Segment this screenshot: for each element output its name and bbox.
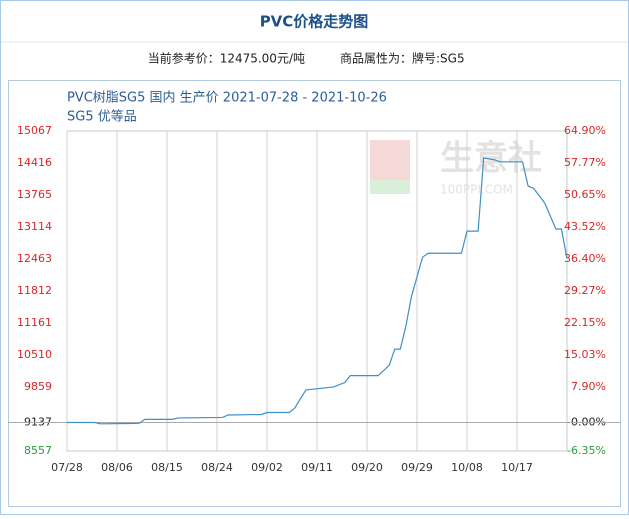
y-tick-label: 11812 — [17, 284, 52, 297]
y2-tick-label: -6.35% — [567, 444, 606, 457]
x-tick-label: 10/08 — [451, 461, 483, 474]
y-tick-label: 13765 — [17, 188, 52, 201]
y2-tick-label: 29.27% — [564, 284, 606, 297]
watermark-logo — [370, 180, 410, 194]
y2-tick-label: 36.40% — [564, 252, 606, 265]
y2-tick-label: 43.52% — [564, 220, 606, 233]
watermark: 生意社 100PPI.COM — [370, 139, 542, 197]
y-tick-label: 15067 — [17, 124, 52, 137]
y-tick-label: 9859 — [24, 380, 52, 393]
y-tick-label: 12463 — [17, 252, 52, 265]
chart-subtitle: SG5 优等品 — [67, 109, 137, 125]
x-tick-label: 09/20 — [351, 461, 383, 474]
x-tick-label: 09/29 — [401, 461, 433, 474]
y2-tick-label: 22.15% — [564, 316, 606, 329]
watermark-logo — [370, 140, 410, 180]
chart-title: PVC树脂SG5 国内 生产价 2021-07-28 - 2021-10-26 — [67, 90, 387, 106]
y-tick-label: 8557 — [24, 444, 52, 457]
x-tick-label: 07/28 — [51, 461, 83, 474]
y2-tick-label: 7.90% — [571, 380, 606, 393]
y-tick-label: 13114 — [17, 220, 52, 233]
watermark-name: 生意社 — [440, 139, 542, 179]
y-tick-label: 10510 — [17, 348, 52, 361]
y2-tick-label: 57.77% — [564, 156, 606, 169]
x-tick-label: 09/11 — [301, 461, 333, 474]
y2-tick-label: 50.65% — [564, 188, 606, 201]
x-tick-label: 10/17 — [501, 461, 533, 474]
watermark-site: 100PPI.COM — [440, 183, 513, 197]
x-tick-label: 09/02 — [251, 461, 283, 474]
chart-box — [8, 80, 621, 507]
y2-tick-label: 15.03% — [564, 348, 606, 361]
price-line — [67, 157, 568, 425]
attribute: 商品属性为：牌号:SG5 — [340, 51, 465, 66]
x-tick-label: 08/15 — [151, 461, 183, 474]
reference-price: 当前参考价：12475.00元/吨 — [148, 51, 305, 66]
y-tick-label: 11161 — [17, 316, 52, 329]
y-tick-label: 14416 — [17, 156, 52, 169]
x-tick-label: 08/06 — [101, 461, 133, 474]
y2-tick-label: 64.90% — [564, 124, 606, 137]
x-tick-label: 08/24 — [201, 461, 233, 474]
page-title: PVC价格走势图 — [260, 13, 369, 31]
